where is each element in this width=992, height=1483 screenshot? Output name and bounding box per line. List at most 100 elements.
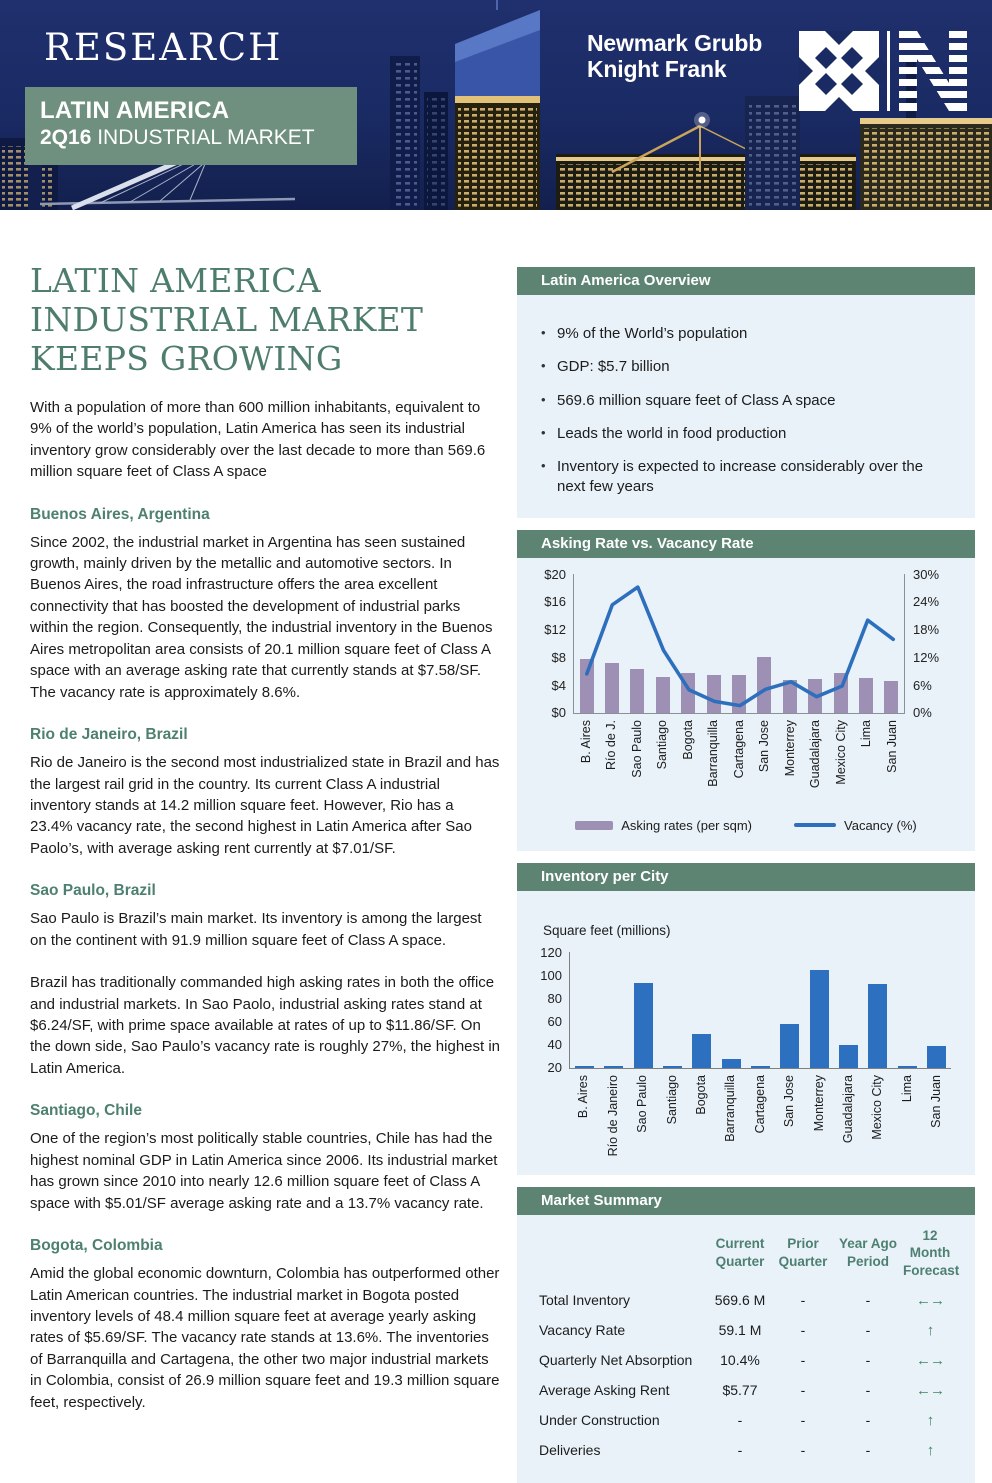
- brand-line1: Newmark Grubb: [587, 31, 762, 57]
- x-axis-label: Guadalajara: [842, 1075, 855, 1143]
- market-summary-header-row: Current Quarter Prior Quarter Year Ago P…: [539, 1227, 957, 1280]
- report-market-type: INDUSTRIAL MARKET: [91, 126, 314, 149]
- x-axis-label: Río de Janeiro: [607, 1075, 620, 1156]
- inventory-bar: [722, 1059, 741, 1067]
- asking-right-axis-ticks: 30%24%18%12%6%0%: [905, 567, 955, 721]
- asking-rate-bar: [707, 675, 721, 712]
- section-heading-rio: Rio de Janeiro, Brazil: [30, 726, 500, 744]
- row-label: Deliveries: [539, 1442, 707, 1458]
- inventory-plot-area: [569, 952, 951, 1069]
- table-row: Average Asking Rent $5.77 - - ←→: [539, 1375, 957, 1405]
- x-axis-label: Sao Paulo: [631, 720, 644, 778]
- axis-tick-label: 30%: [913, 567, 955, 582]
- section-paragraph: One of the region’s most politically sta…: [30, 1128, 500, 1214]
- asking-left-axis-ticks: $20$16$12$8$4$0: [531, 567, 573, 721]
- forecast-arrow-icon: ←→: [903, 1352, 957, 1369]
- year-ago-value: -: [833, 1412, 903, 1428]
- market-summary-panel: Market Summary Current Quarter Prior Qua…: [517, 1187, 975, 1483]
- x-axis-label: San Juan: [886, 720, 899, 773]
- axis-tick-label: $8: [531, 650, 566, 665]
- current-quarter-value: 569.6 M: [707, 1292, 773, 1308]
- table-row: Deliveries - - - ↑: [539, 1435, 957, 1465]
- asking-rate-bar: [605, 663, 619, 712]
- inventory-bar: [810, 970, 829, 1067]
- asking-vacancy-chart-title: Asking Rate vs. Vacancy Rate: [517, 530, 975, 558]
- axis-tick-label: $20: [531, 567, 566, 582]
- report-page: RESEARCH LATIN AMERICA 2Q16 INDUSTRIAL M…: [0, 0, 992, 1403]
- row-label: Total Inventory: [539, 1292, 707, 1308]
- forecast-arrow-icon: ↑: [903, 1322, 957, 1339]
- asking-rate-bar: [580, 659, 594, 712]
- market-summary-table: Current Quarter Prior Quarter Year Ago P…: [517, 1215, 975, 1483]
- row-label: Vacancy Rate: [539, 1322, 707, 1338]
- current-quarter-value: $5.77: [707, 1382, 773, 1398]
- section-paragraph: Since 2002, the industrial market in Arg…: [30, 532, 500, 704]
- overview-panel-title: Latin America Overview: [517, 267, 975, 295]
- overview-panel: Latin America Overview 9% of the World’s…: [517, 267, 975, 518]
- x-axis-label: Cartagena: [733, 720, 746, 778]
- inventory-bar: [692, 1034, 711, 1067]
- asking-plot-area: [573, 574, 905, 714]
- asking-rate-bar: [884, 681, 898, 713]
- inventory-bar: [751, 1066, 770, 1068]
- x-axis-label: Sao Paulo: [636, 1075, 649, 1133]
- asking-rate-bar: [808, 679, 822, 713]
- x-axis-label: Santiago: [656, 720, 669, 769]
- ngkf-logo-icon: [799, 31, 967, 111]
- table-row: Quarterly Net Absorption 10.4% - - ←→: [539, 1345, 957, 1375]
- current-quarter-value: -: [707, 1442, 773, 1458]
- x-axis-label: Barranquilla: [707, 720, 720, 787]
- inventory-bar: [898, 1066, 917, 1068]
- current-quarter-value: 59.1 M: [707, 1322, 773, 1338]
- current-quarter-value: -: [707, 1412, 773, 1428]
- year-ago-value: -: [833, 1292, 903, 1308]
- legend-asking-rates: Asking rates (per sqm): [575, 818, 752, 833]
- inventory-axis-caption: Square feet (millions): [537, 907, 961, 952]
- row-label: Under Construction: [539, 1412, 707, 1428]
- vacancy-line-swatch-icon: [794, 823, 836, 827]
- section-heading-sao-paulo: Sao Paulo, Brazil: [30, 882, 500, 900]
- prior-quarter-value: -: [773, 1322, 833, 1338]
- x-axis-label: B. Aires: [580, 720, 593, 763]
- inventory-bar: [927, 1046, 946, 1067]
- x-axis-label: San Jose: [783, 1075, 796, 1127]
- x-axis-label: B. Aires: [577, 1075, 590, 1118]
- year-ago-value: -: [833, 1322, 903, 1338]
- legend-label: Vacancy (%): [844, 818, 917, 833]
- asking-rate-bar: [656, 677, 670, 712]
- year-ago-value: -: [833, 1352, 903, 1368]
- section-heading-bogota: Bogota, Colombia: [30, 1237, 500, 1255]
- article-column: LATIN AMERICA INDUSTRIAL MARKET KEEPS GR…: [30, 210, 500, 1483]
- year-ago-value: -: [833, 1442, 903, 1458]
- report-region-title: LATIN AMERICA: [40, 97, 342, 125]
- axis-tick-label: 80: [537, 991, 562, 1006]
- market-summary-title: Market Summary: [517, 1187, 975, 1215]
- column-header: 12 Month Forecast: [903, 1227, 957, 1280]
- prior-quarter-value: -: [773, 1382, 833, 1398]
- table-row: Vacancy Rate 59.1 M - - ↑: [539, 1315, 957, 1345]
- asking-vacancy-panel: Asking Rate vs. Vacancy Rate $20$16$12$8…: [517, 530, 975, 851]
- overview-body: 9% of the World’s population GDP: $5.7 b…: [517, 295, 975, 518]
- section-paragraph: Amid the global economic downturn, Colom…: [30, 1263, 500, 1413]
- report-quarter-title: 2Q16 INDUSTRIAL MARKET: [40, 125, 342, 150]
- sidebar-column: Latin America Overview 9% of the World’s…: [517, 210, 975, 1483]
- inventory-bar: [604, 1066, 623, 1068]
- asking-rate-bar: [630, 669, 644, 713]
- inventory-bar: [575, 1066, 594, 1068]
- asking-rate-bar: [757, 657, 771, 713]
- x-axis-label: Lima: [860, 720, 873, 747]
- year-ago-value: -: [833, 1382, 903, 1398]
- x-axis-label: Mexico City: [871, 1075, 884, 1140]
- prior-quarter-value: -: [773, 1442, 833, 1458]
- x-axis-label: Guadalajara: [809, 720, 822, 788]
- axis-tick-label: 40: [537, 1037, 562, 1052]
- x-axis-label: Bogota: [682, 720, 695, 760]
- overview-bullet: Inventory is expected to increase consid…: [541, 457, 951, 498]
- hero-banner: RESEARCH LATIN AMERICA 2Q16 INDUSTRIAL M…: [0, 0, 992, 210]
- table-row: Total Inventory 569.6 M - - ←→: [539, 1285, 957, 1315]
- axis-tick-label: $16: [531, 594, 566, 609]
- overview-bullet-list: 9% of the World’s population GDP: $5.7 b…: [541, 324, 951, 498]
- axis-tick-label: 60: [537, 1014, 562, 1029]
- axis-tick-label: 100: [537, 968, 562, 983]
